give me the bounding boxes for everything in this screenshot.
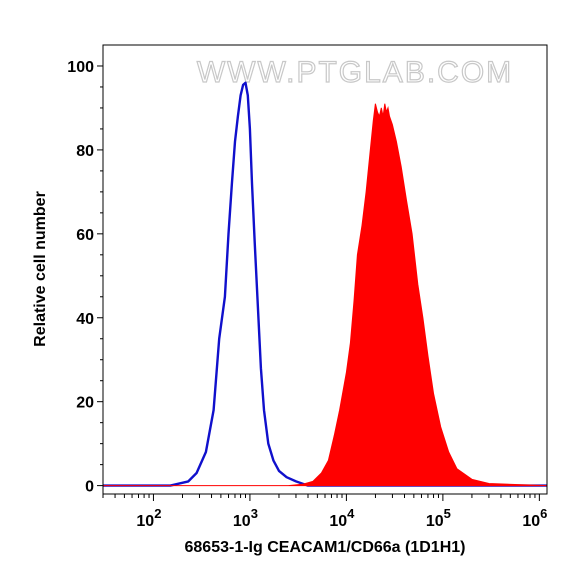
histogram-line-series-0	[103, 81, 547, 487]
y-tick-label: 40	[76, 311, 94, 328]
plot-frame	[102, 44, 548, 495]
histogram-filled-series-1	[103, 103, 548, 487]
watermark-text: WWW.PTGLAB.COM	[197, 56, 513, 89]
y-tick-label: 80	[76, 143, 94, 160]
y-axis-title: Relative cell number	[32, 191, 49, 347]
y-tick-label: 0	[85, 479, 94, 496]
series-layer	[103, 81, 548, 487]
y-tick-label: 20	[76, 395, 94, 412]
x-tick-label: 106	[522, 506, 547, 530]
x-tick-label: 105	[426, 506, 451, 530]
y-tick-label: 60	[76, 227, 94, 244]
x-tick-label: 102	[136, 506, 161, 530]
x-tick-label: 103	[233, 506, 258, 530]
x-tick-label: 104	[329, 506, 355, 530]
x-axis-title: 68653-1-Ig CEACAM1/CD66a (1D1H1)	[185, 539, 466, 556]
axes-layer: 0 20 40 60 80 100 102 103 104 105 106	[67, 59, 547, 530]
y-tick-label: 100	[67, 59, 94, 76]
